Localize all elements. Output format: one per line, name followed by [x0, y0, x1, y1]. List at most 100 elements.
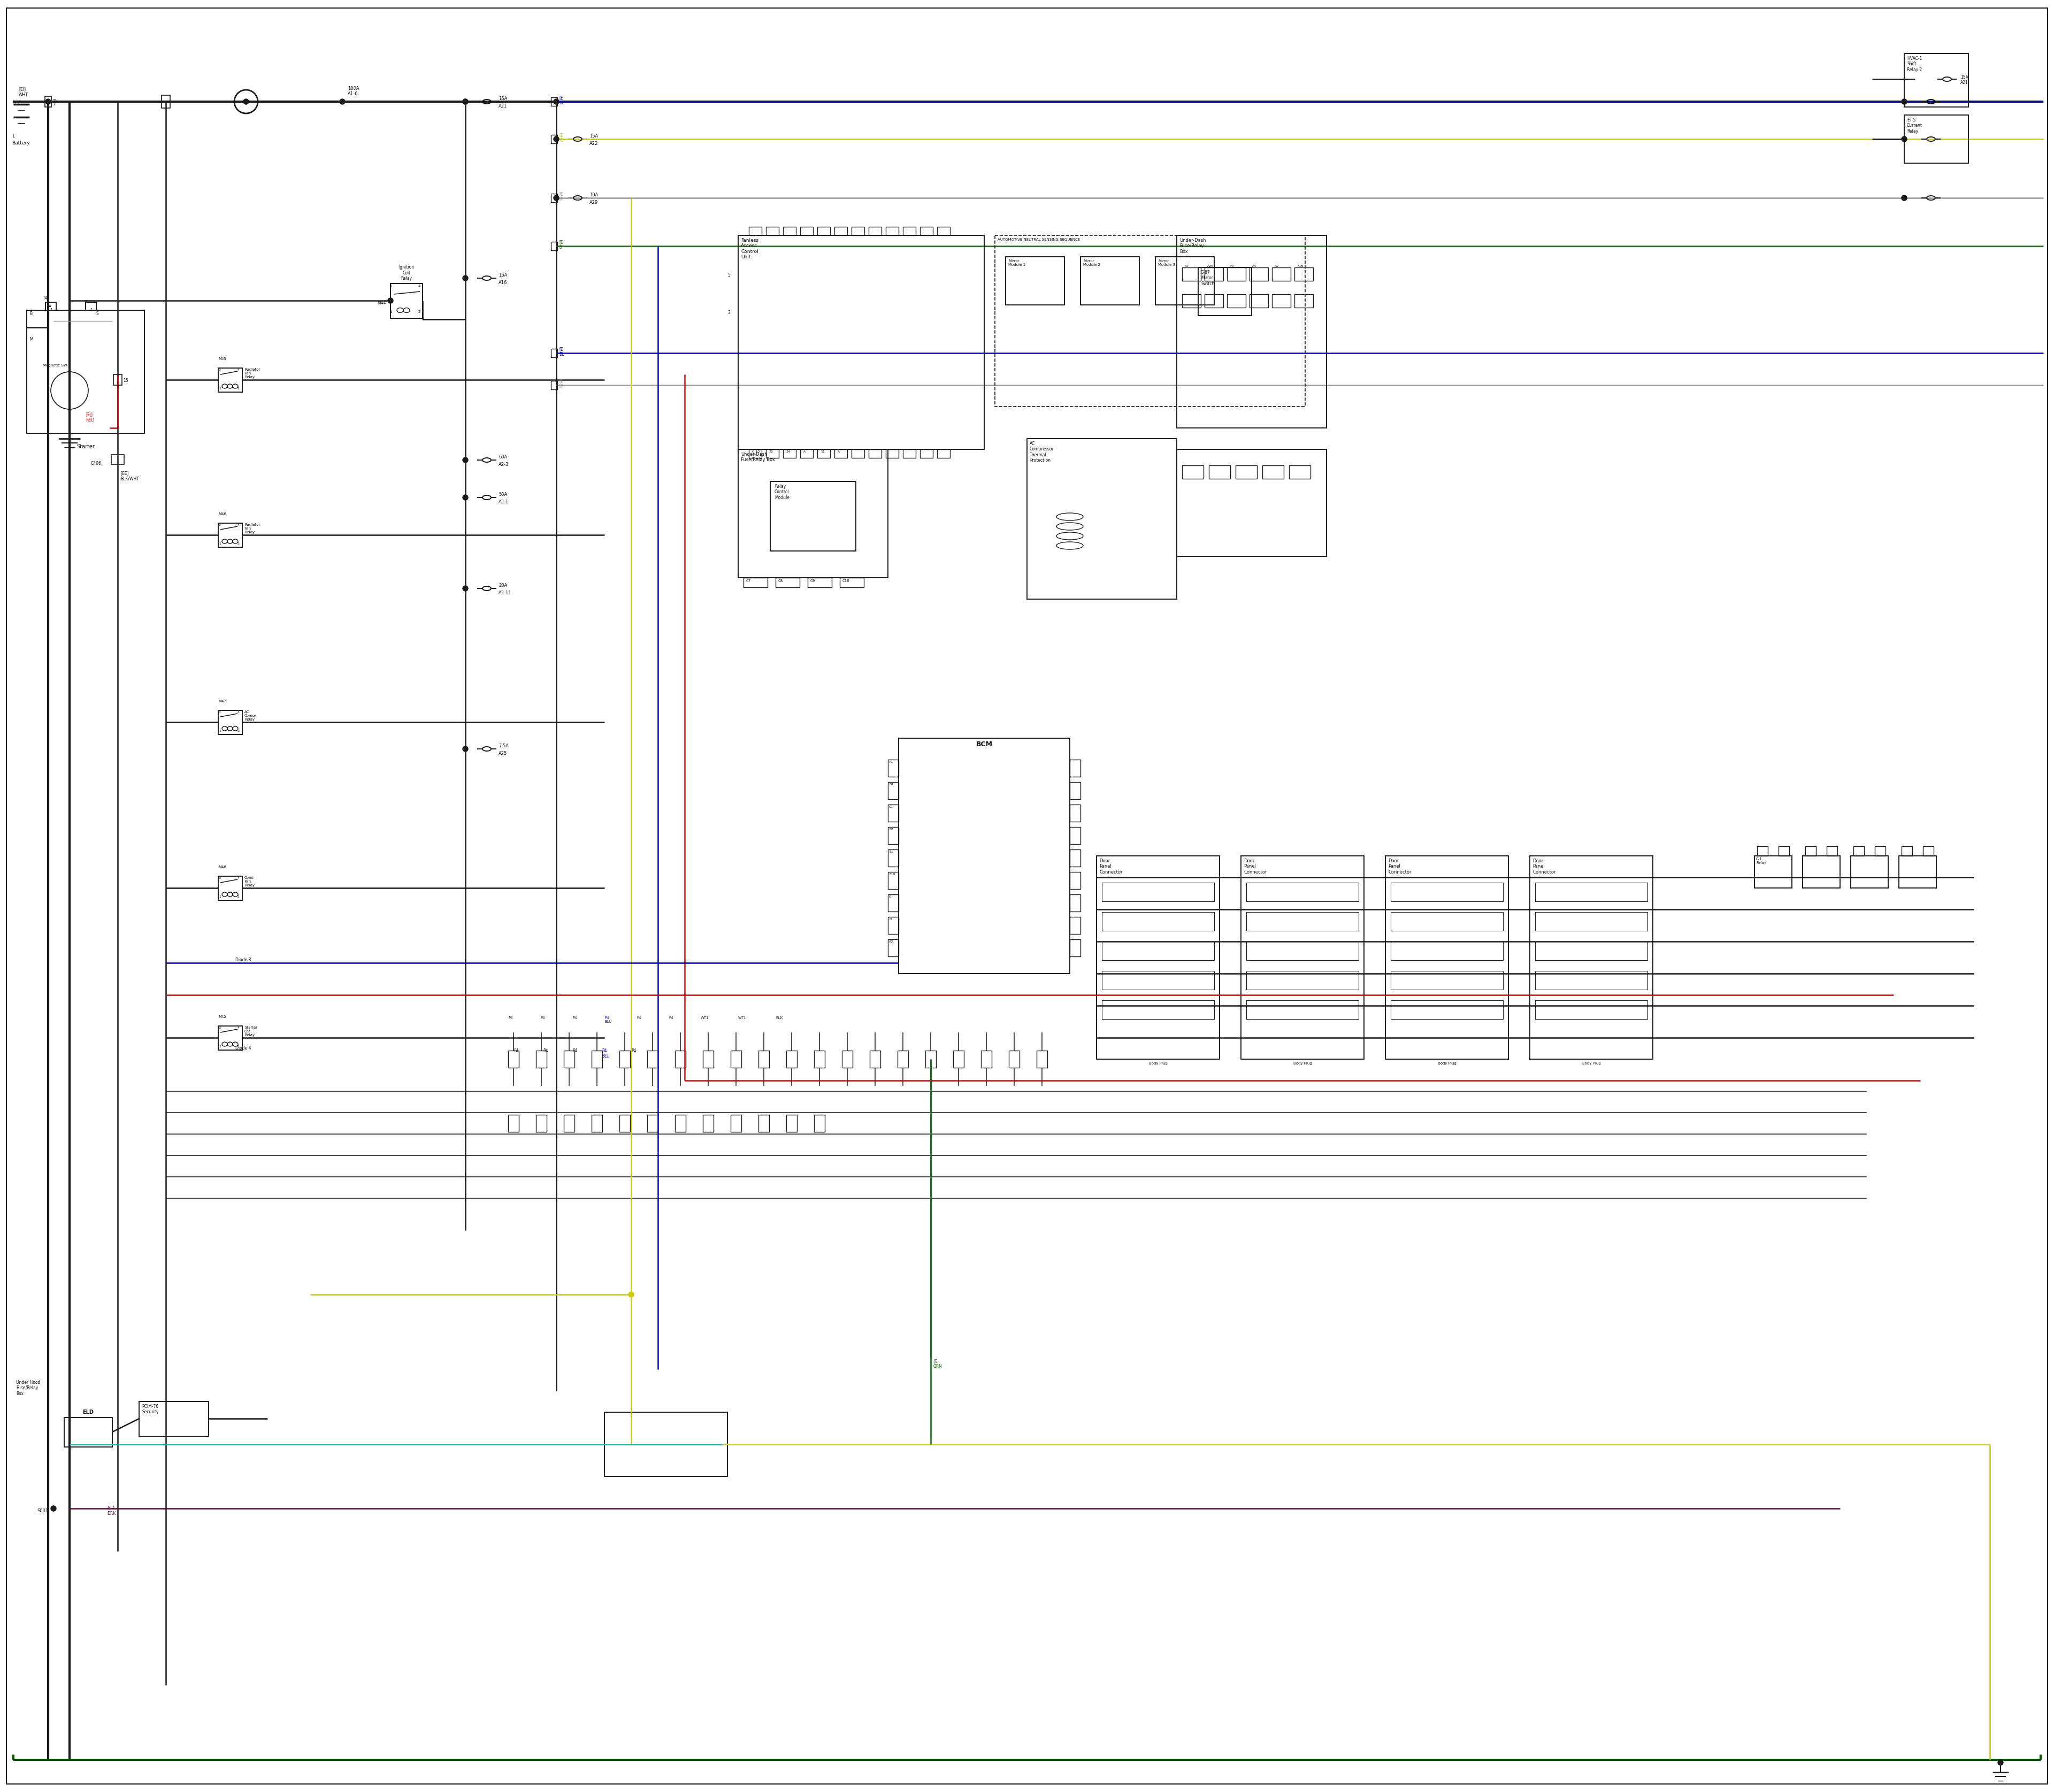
Text: P4: P4 [507, 1016, 514, 1020]
Circle shape [462, 99, 468, 104]
Text: A: A [838, 450, 840, 453]
Text: P4
BLU: P4 BLU [604, 1016, 612, 1023]
Text: 3: 3 [390, 285, 392, 289]
Text: A21: A21 [499, 104, 507, 109]
Bar [885, 450, 900, 459]
Text: 1: 1 [220, 543, 222, 545]
Circle shape [1902, 195, 1906, 201]
Text: C10: C10 [842, 579, 850, 582]
Text: M47: M47 [218, 699, 226, 702]
Bar [1009, 1050, 1019, 1068]
Text: M42: M42 [218, 1016, 226, 1018]
Text: Door
Panel
Connector: Door Panel Connector [1099, 858, 1121, 874]
Text: 4: 4 [238, 369, 240, 371]
Bar [1037, 1050, 1048, 1068]
Text: 2: 2 [238, 729, 240, 733]
Bar [1534, 971, 1647, 989]
Text: 1: 1 [12, 134, 14, 138]
Text: 1: 1 [220, 896, 222, 898]
Bar [887, 873, 900, 889]
Bar [620, 1050, 631, 1068]
Circle shape [555, 136, 559, 142]
Bar [750, 228, 762, 235]
Bar [1294, 294, 1313, 308]
Bar [887, 760, 900, 776]
Bar [1271, 294, 1290, 308]
Text: [EJ]
RED: [EJ] RED [86, 412, 94, 423]
Bar [776, 577, 799, 588]
Bar [1006, 256, 1064, 305]
Bar [783, 450, 797, 459]
Bar [1070, 939, 1080, 957]
Bar [1875, 846, 1886, 857]
Text: 1: 1 [220, 1045, 222, 1048]
Circle shape [45, 99, 51, 104]
Text: 2: 2 [238, 543, 240, 545]
Bar [783, 228, 797, 235]
Text: [E
G: [E G [559, 240, 563, 251]
Text: 24: 24 [787, 450, 791, 453]
Bar [1101, 971, 1214, 989]
Bar [1070, 781, 1080, 799]
Bar [1154, 256, 1214, 305]
Text: Radiator
Fan
Relay: Radiator Fan Relay [244, 367, 261, 378]
Bar [45, 303, 55, 310]
Bar [852, 228, 865, 235]
Text: 16A: 16A [499, 97, 507, 100]
Bar [604, 1412, 727, 1477]
Text: 11: 11 [820, 450, 824, 453]
Bar [1226, 294, 1247, 308]
Bar [840, 577, 865, 588]
Bar [1247, 941, 1358, 961]
Text: 2: 2 [419, 310, 421, 314]
Bar [869, 450, 881, 459]
Text: P4: P4 [631, 1048, 637, 1054]
Bar [507, 1115, 520, 1133]
Text: 100A
A1-6: 100A A1-6 [347, 86, 359, 97]
Bar [1183, 267, 1202, 281]
Bar [1070, 760, 1080, 776]
Text: A7: A7 [1185, 265, 1189, 267]
Text: Door
Panel
Connector: Door Panel Connector [1389, 858, 1411, 874]
Text: M: M [29, 337, 33, 342]
Bar [676, 1050, 686, 1068]
Bar [536, 1050, 546, 1068]
Text: AUTOMOTIVE NEUTRAL SENSING SEQUENCE: AUTOMOTIVE NEUTRAL SENSING SEQUENCE [998, 238, 1080, 242]
Text: B: B [29, 312, 33, 315]
Bar [731, 1115, 741, 1133]
Text: WT1: WT1 [737, 1016, 746, 1020]
Bar [1534, 941, 1647, 961]
Bar [1249, 267, 1267, 281]
Bar [1177, 235, 1327, 428]
Bar [1097, 857, 1220, 1059]
Text: T1
1: T1 1 [53, 99, 58, 106]
Bar [920, 228, 933, 235]
Text: BCM: BCM [976, 740, 992, 747]
Text: C-1
Relay: C-1 Relay [1756, 858, 1766, 864]
Text: F9: F9 [1230, 265, 1234, 267]
Text: ELD: ELD [82, 1410, 94, 1416]
Bar [1754, 857, 1791, 889]
Text: M45: M45 [218, 357, 226, 360]
Bar [834, 450, 846, 459]
Bar [758, 1115, 768, 1133]
Bar [842, 1050, 852, 1068]
Text: Radiator
Fan
Relay: Radiator Fan Relay [244, 523, 261, 534]
Bar [937, 450, 949, 459]
Bar [1756, 846, 1768, 857]
Circle shape [462, 276, 468, 281]
Bar [926, 1050, 937, 1068]
Bar [647, 1050, 657, 1068]
Bar [817, 228, 830, 235]
Text: 1: 1 [220, 387, 222, 391]
Text: 5: 5 [727, 272, 729, 278]
Text: 2: 2 [238, 387, 240, 391]
Text: ET-5
Current
Relay: ET-5 Current Relay [1906, 118, 1923, 134]
Text: [E
BL: [E BL [559, 346, 565, 357]
Bar [218, 1027, 242, 1050]
Bar [869, 1050, 881, 1068]
Text: 4: 4 [238, 1027, 240, 1029]
Bar [900, 738, 1070, 973]
Bar [647, 1115, 657, 1133]
Text: Relay
Control
Module: Relay Control Module [774, 484, 789, 500]
